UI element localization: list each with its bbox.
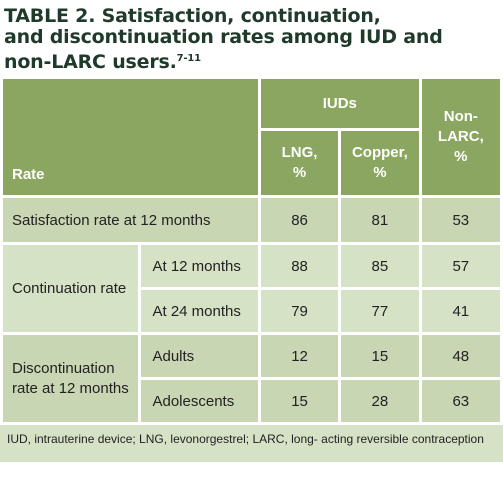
cell-adults-copper: 15 [339,332,422,380]
row-sublabel-adults: Adults [138,332,261,380]
cell-cont12-copper: 85 [339,242,422,290]
row-label-discontinuation: Discontinuation rate at 12 months [0,332,142,425]
table-row-satisfaction: Satisfaction rate at 12 months 86 81 53 [0,195,503,245]
header-non-larc-line-2: LARC, [437,128,484,145]
table-row-discontinuation-adults: Discontinuation rate at 12 months Adults… [0,332,503,425]
row-sublabel-at-24-months: At 24 months [138,287,261,335]
title-references: 7-11 [176,53,201,64]
table-title: TABLE 2. Satisfaction, continuation, and… [4,6,499,73]
cell-adolescents-copper: 28 [339,377,422,425]
table-row-continuation-12: Continuation rate At 12 months 88 85 57 [0,242,503,335]
header-copper-line-1: Copper, [351,144,408,161]
cell-cont12-lng: 88 [258,242,342,290]
cell-adolescents-lng: 15 [258,377,342,425]
row-label-discontinuation-line-1: Discontinuation [12,359,115,377]
cell-satisfaction-lng: 86 [258,195,342,245]
rates-table: Rate IUDs Non- LARC, % LNG, % Copper, % [0,76,503,425]
row-label-satisfaction: Satisfaction rate at 12 months [0,195,261,245]
title-line-1: TABLE 2. Satisfaction, continuation, [4,5,381,27]
cell-cont24-nonlarc: 41 [419,287,503,335]
table-panel: Rate IUDs Non- LARC, % LNG, % Copper, % [0,76,503,462]
row-sublabel-adolescents: Adolescents [138,377,261,425]
cell-cont24-lng: 79 [258,287,342,335]
header-lng-line-2: % [292,164,307,181]
header-iuds: IUDs [258,76,422,130]
header-copper-line-2: % [373,164,387,181]
header-copper: Copper, % [339,128,422,197]
title-line-3: non-LARC users. [4,51,177,73]
row-label-continuation: Continuation rate [0,242,142,335]
header-lng-line-1: LNG, [281,144,318,161]
row-sublabel-at-12-months: At 12 months [138,242,261,290]
table-footnote: IUD, intrauterine device; LNG, levonorge… [7,432,484,446]
table-row-continuation-24: At 24 months 79 77 41 [1,287,503,335]
title-line-2: and discontinuation rates among IUD and [4,26,443,48]
cell-adolescents-nonlarc: 63 [419,377,503,425]
cell-adults-nonlarc: 48 [419,332,503,380]
cell-cont24-copper: 77 [339,287,422,335]
cell-adults-lng: 12 [258,332,342,380]
header-non-larc-line-3: % [454,148,468,165]
header-rate: Rate [0,76,261,198]
row-label-discontinuation-line-2: rate at 12 months [12,379,129,397]
cell-satisfaction-nonlarc: 53 [419,195,503,245]
header-non-larc: Non- LARC, % [419,76,503,198]
table-row-discontinuation-adolescents: Adolescents 15 28 63 [1,377,503,425]
header-lng: LNG, % [258,128,342,197]
cell-cont12-nonlarc: 57 [419,242,503,290]
cell-satisfaction-copper: 81 [339,195,422,245]
header-non-larc-line-1: Non- [443,108,478,125]
